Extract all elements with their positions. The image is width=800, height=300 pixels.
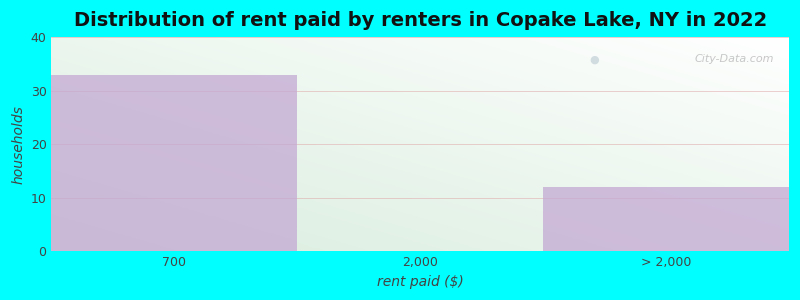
Bar [51, 75, 298, 251]
Y-axis label: households: households [11, 105, 25, 184]
Text: City-Data.com: City-Data.com [694, 54, 774, 64]
X-axis label: rent paid ($): rent paid ($) [377, 275, 463, 289]
Bar [543, 187, 789, 251]
Text: ●: ● [590, 54, 599, 64]
Title: Distribution of rent paid by renters in Copake Lake, NY in 2022: Distribution of rent paid by renters in … [74, 11, 766, 30]
